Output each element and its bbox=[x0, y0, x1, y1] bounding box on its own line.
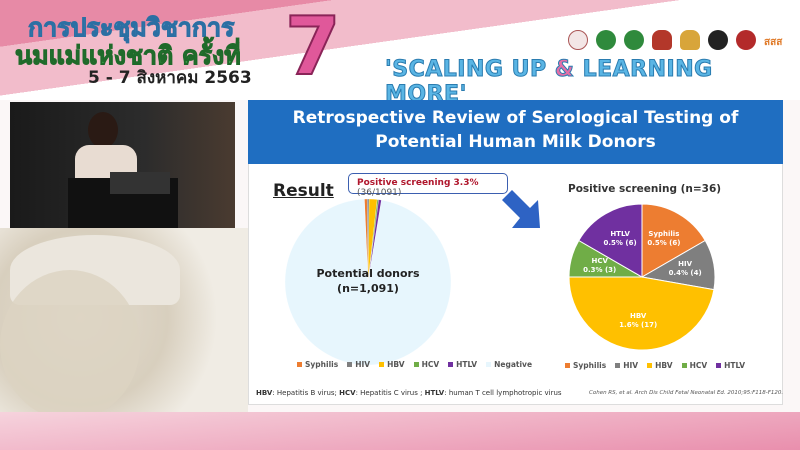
legend-item-hcv: HCV bbox=[413, 360, 439, 369]
logo-icon bbox=[680, 30, 700, 50]
donors-pie-center-label: Potential donors (n=1,091) bbox=[316, 267, 420, 295]
sss-logo: สสส bbox=[764, 37, 783, 48]
legend-item-hbv: HBV bbox=[647, 361, 673, 370]
legend-item-negative: Negative bbox=[486, 360, 532, 369]
citation: Cohen RS, et al. Arch Dis Child Fetal Ne… bbox=[589, 390, 784, 396]
footnote: HBV: Hepatitis B virus; HCV: Hepatitis C… bbox=[256, 389, 562, 397]
background-photo-face bbox=[0, 270, 140, 420]
legend-swatch bbox=[413, 362, 419, 367]
legend-item-hiv: HIV bbox=[347, 360, 370, 369]
legend-swatch bbox=[681, 363, 687, 368]
positive-pie-title: Positive screening (n=36) bbox=[568, 183, 722, 195]
legend-swatch bbox=[565, 363, 570, 368]
positive-screening-callout: Positive screening 3.3% (36/1091) bbox=[348, 173, 508, 198]
donors-pie-legend: Syphilis HIV HBV HCV HTLV Negative bbox=[297, 360, 532, 369]
logo-icon bbox=[624, 30, 644, 50]
slide-title: Retrospective Review of Serological Test… bbox=[248, 100, 783, 164]
slice-label-hbv: HBV 1.6% (17) bbox=[619, 311, 658, 329]
legend-item-htlv: HTLV bbox=[448, 360, 477, 369]
result-heading: Result bbox=[273, 181, 334, 201]
slice-label-hiv: HIV 0.4% (4) bbox=[668, 260, 702, 278]
legend-swatch bbox=[716, 363, 722, 368]
legend-item-syphilis: Syphilis bbox=[297, 360, 338, 369]
pie-slice-hbv bbox=[568, 276, 715, 351]
legend-item-hbv: HBV bbox=[379, 360, 405, 369]
legend-swatch bbox=[647, 363, 653, 368]
bottom-decoration bbox=[0, 412, 800, 450]
slice-label-htlv: HTLV 0.5% (6) bbox=[603, 230, 637, 248]
positive-pie-legend: Syphilis HIV HBV HCV HTLV bbox=[565, 361, 745, 370]
logo-icon bbox=[708, 30, 728, 50]
legend-swatch bbox=[347, 362, 353, 367]
logo-icon bbox=[736, 30, 756, 50]
legend-item-htlv: HTLV bbox=[716, 361, 745, 370]
logo-icon bbox=[568, 30, 588, 50]
pie-slice-syphilis bbox=[641, 203, 706, 278]
legend-item-hiv: HIV bbox=[615, 361, 638, 370]
legend-swatch bbox=[297, 362, 302, 367]
pie-slice-htlv bbox=[578, 203, 643, 278]
conference-banner bbox=[0, 0, 800, 100]
speaker-head bbox=[88, 112, 118, 148]
legend-swatch bbox=[486, 362, 492, 367]
laptop bbox=[110, 172, 170, 194]
conference-title-line2: นมแม่แห่งชาติ ครั้งที่ bbox=[15, 41, 242, 71]
arrow-icon bbox=[502, 190, 540, 228]
legend-swatch bbox=[448, 362, 454, 367]
logo-icon bbox=[652, 30, 672, 50]
slice-label-hcv: HCV 0.3% (3) bbox=[583, 256, 617, 274]
pie-slice-negative bbox=[284, 198, 452, 366]
legend-swatch bbox=[379, 362, 385, 367]
legend-item-hcv: HCV bbox=[681, 361, 707, 370]
sponsor-logos: สสส bbox=[568, 30, 782, 50]
conference-date: 5 - 7 สิงหาคม 2563 bbox=[88, 68, 252, 88]
conference-number: 7 bbox=[284, 0, 342, 94]
legend-item-syphilis: Syphilis bbox=[565, 361, 606, 370]
conference-title-line1: การประชุมวิชาการ bbox=[27, 13, 235, 43]
logo-icon bbox=[596, 30, 616, 50]
legend-swatch bbox=[615, 363, 621, 368]
slice-label-syphilis: Syphilis 0.5% (6) bbox=[647, 230, 681, 248]
